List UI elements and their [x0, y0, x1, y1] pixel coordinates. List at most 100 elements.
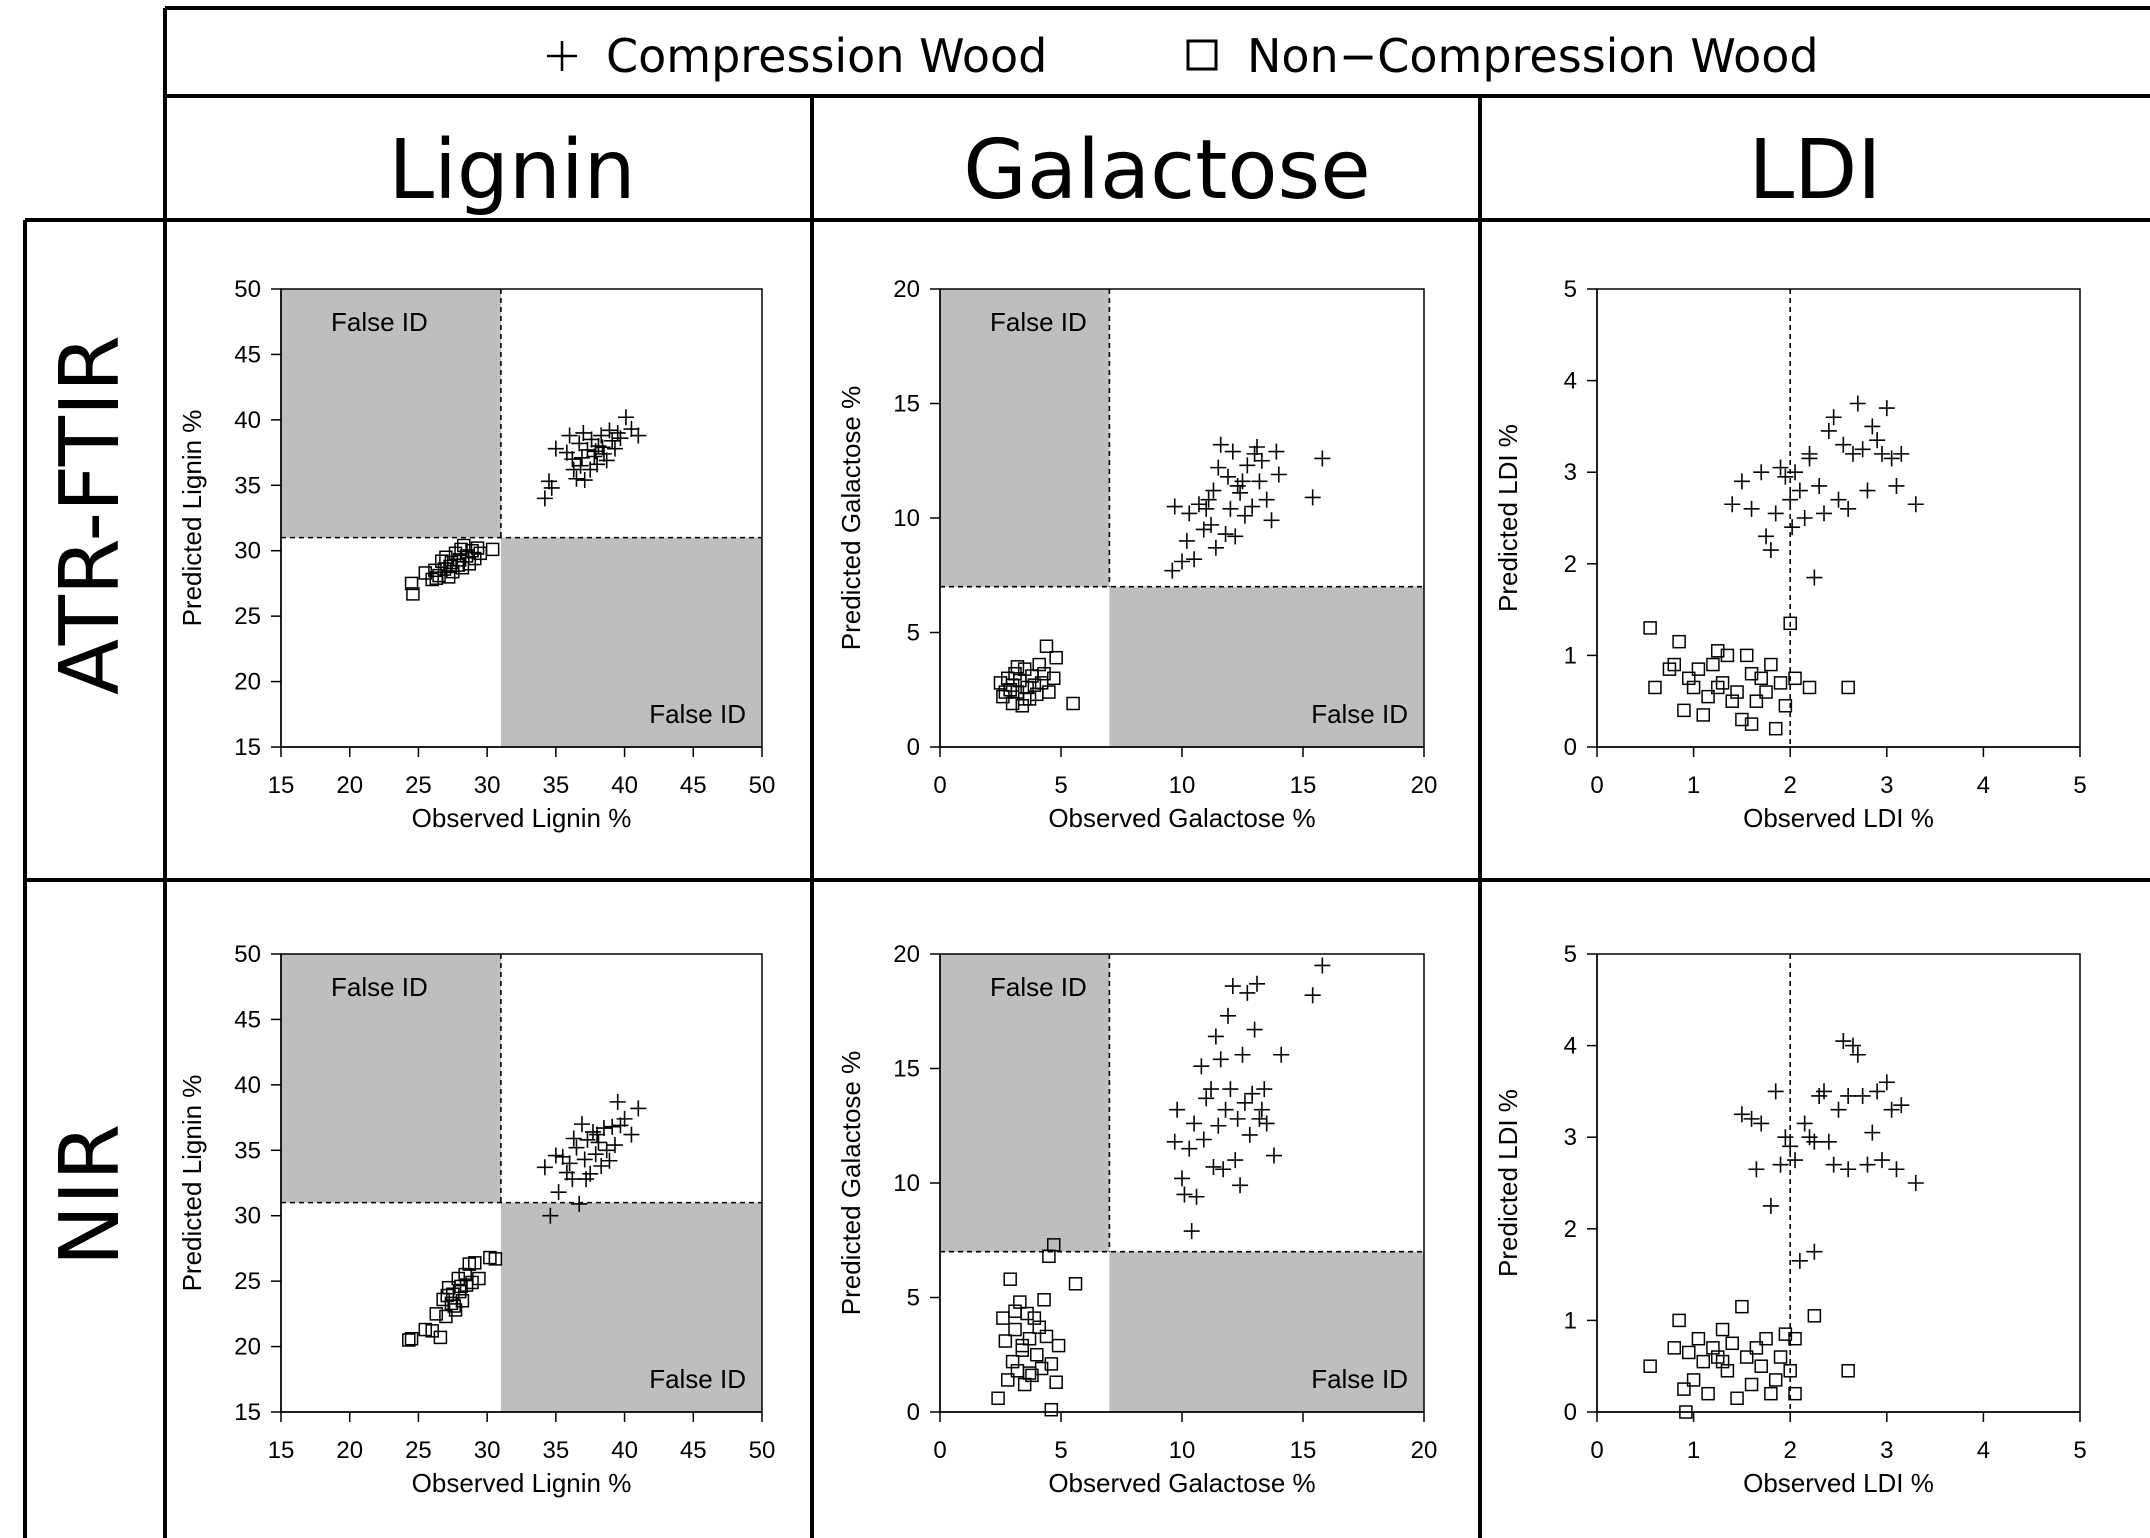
data-point-plus [1830, 1101, 1847, 1118]
data-point-plus [1251, 473, 1268, 490]
data-point-plus [1244, 498, 1261, 515]
data-point-square [991, 1391, 1005, 1406]
data-point-square [1696, 1354, 1711, 1369]
data-point-plus [1753, 464, 1770, 481]
data-point-plus [1249, 439, 1266, 456]
y-tick-label: 45 [234, 341, 261, 368]
data-point-plus [576, 1151, 593, 1168]
data-point-square [1735, 712, 1749, 727]
false-id-label: False ID [649, 699, 746, 729]
data-point-plus [616, 1110, 633, 1127]
data-point-plus [593, 427, 610, 444]
data-point-plus [1249, 975, 1266, 992]
data-point-square [1701, 689, 1715, 704]
data-point-plus [1844, 1037, 1861, 1054]
y-tick-label: 10 [893, 1170, 920, 1197]
data-point-square [1686, 1373, 1701, 1387]
false-id-region-top-left [281, 289, 501, 538]
data-point-square [1037, 666, 1051, 681]
data-point-plus [1203, 516, 1220, 533]
data-point-plus [1893, 1097, 1910, 1114]
data-point-plus [1762, 1197, 1779, 1214]
data-point-square [1020, 1306, 1034, 1321]
data-point-square [1667, 657, 1682, 672]
data-point-plus [1811, 477, 1828, 494]
data-point-plus [1193, 1058, 1210, 1075]
data-point-plus [1273, 1046, 1290, 1063]
data-point-square [1711, 1350, 1725, 1364]
panel-nir-ldi: 0 1 2 3 4 5 Observed LDI % 0 1 2 3 4 5 Predicted LDI … [1493, 941, 2087, 1498]
data-point-plus [623, 421, 640, 438]
data-point-plus [1215, 1161, 1232, 1178]
series-compression-wood [1724, 395, 1924, 586]
data-point-square [1677, 1382, 1691, 1396]
data-point-plus [1222, 500, 1239, 517]
data-point-square [454, 1279, 468, 1294]
y-tick-label: 4 [1564, 1033, 1577, 1060]
data-point-square [428, 563, 442, 578]
data-point-square [996, 1311, 1010, 1325]
data-point-square [1739, 648, 1754, 663]
data-point-plus [604, 1118, 621, 1135]
y-tick-label: 15 [893, 391, 920, 418]
data-point-plus [1164, 562, 1181, 579]
data-point-plus [1854, 1087, 1871, 1104]
data-point-plus [1849, 395, 1866, 412]
data-point-square [1759, 1331, 1773, 1346]
y-tick-label: 20 [234, 1334, 261, 1361]
false-id-region-bottom-right [1109, 1251, 1424, 1412]
data-point-square [1679, 1405, 1693, 1419]
data-point-square [996, 689, 1010, 704]
data-point-plus [1232, 1177, 1249, 1194]
y-tick-label: 0 [907, 1399, 920, 1426]
y-axis-title: Predicted LDI % [1493, 424, 1523, 612]
data-point-plus [1227, 1152, 1244, 1169]
data-point-plus [1195, 1131, 1212, 1148]
data-point-square [1027, 678, 1042, 692]
data-point-plus [1227, 528, 1244, 545]
y-axis-title: Predicted Galactose % [836, 1051, 866, 1315]
data-point-plus [1181, 1140, 1198, 1157]
data-point-plus [1219, 468, 1236, 485]
data-point-plus [1796, 510, 1813, 526]
x-tick-label: 4 [1977, 772, 1990, 799]
data-point-plus [1224, 443, 1241, 460]
data-point-square [1773, 676, 1788, 690]
data-point-square [1001, 671, 1015, 686]
data-point-plus [590, 1134, 607, 1151]
data-point-plus [571, 435, 588, 452]
data-point-square [1066, 696, 1080, 711]
data-point-plus [1210, 1117, 1227, 1134]
data-point-square [1032, 657, 1046, 672]
x-tick-label: 5 [2073, 1437, 2086, 1464]
data-point-square [1682, 671, 1696, 686]
data-point-plus [1236, 507, 1253, 524]
data-point-square [1643, 621, 1657, 635]
x-tick-label: 15 [268, 1437, 295, 1464]
data-point-plus [1304, 987, 1321, 1004]
x-tick-label: 45 [680, 1437, 707, 1464]
panel-nir-lignin: False ID False ID 15 20 25 30 35 40 45 50 Observed… [177, 941, 775, 1498]
data-point-plus [561, 427, 578, 444]
x-tick-label: 20 [1411, 772, 1438, 799]
series-non-compression-wood [993, 639, 1080, 713]
data-point-plus [536, 490, 553, 507]
data-point-square [1715, 676, 1730, 690]
data-point-square [443, 559, 457, 574]
column-title-galactose: Galactose [963, 123, 1370, 218]
y-tick-label: 50 [234, 276, 261, 303]
y-tick-label: 40 [234, 1072, 261, 1099]
data-point-plus [1864, 1124, 1881, 1141]
data-point-plus [1251, 1110, 1268, 1127]
data-point-square [1725, 1336, 1739, 1351]
x-tick-label: 35 [543, 1437, 570, 1464]
data-point-plus [1840, 1161, 1857, 1178]
data-point-plus [1772, 1156, 1789, 1173]
data-point-square [1662, 662, 1677, 676]
data-point-square [455, 1294, 470, 1308]
data-point-plus [1169, 1101, 1186, 1118]
data-point-plus [575, 424, 592, 441]
x-tick-label: 1 [1687, 1437, 1700, 1464]
x-tick-label: 15 [1290, 1437, 1317, 1464]
data-point-square [418, 1322, 433, 1337]
